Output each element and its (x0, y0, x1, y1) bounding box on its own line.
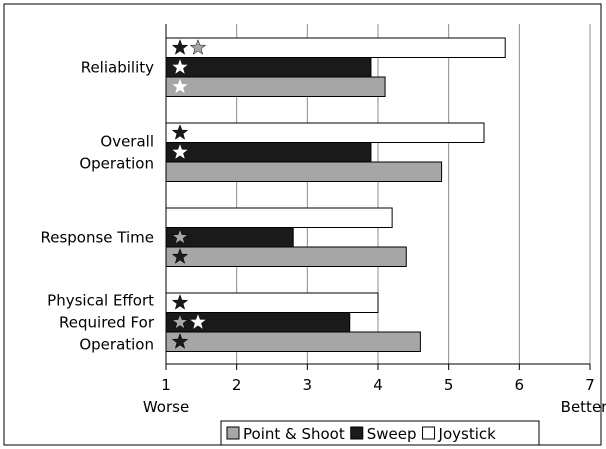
category-label: Overall (100, 132, 154, 150)
star-marker (172, 59, 188, 74)
star-marker (189, 39, 207, 55)
x-tick-label: 5 (444, 376, 454, 394)
star-marker (172, 78, 188, 94)
bar (165, 142, 372, 163)
bar (165, 122, 485, 143)
x-tick-label: 7 (585, 376, 595, 394)
legend-box (220, 420, 540, 446)
bar (165, 207, 393, 228)
star-marker (172, 144, 188, 159)
star-marker (171, 124, 189, 140)
star-marker (171, 39, 189, 55)
bar (165, 161, 443, 182)
category-label: Reliability (81, 58, 154, 76)
bar (165, 57, 372, 78)
bar (165, 227, 294, 248)
x-end-label-better: Better (561, 398, 606, 416)
category-label: Response Time (40, 228, 154, 246)
x-tick-label: 2 (232, 376, 242, 394)
x-tick-label: 3 (303, 376, 313, 394)
bar (165, 246, 407, 267)
category-label: Physical Effort (47, 291, 154, 309)
star-marker (171, 228, 189, 245)
star-marker (171, 333, 189, 349)
bar (165, 37, 506, 58)
x-end-label-worse: Worse (143, 398, 189, 416)
category-label: Operation (79, 335, 154, 353)
star-marker (190, 314, 206, 329)
legend-label: Joystick (438, 425, 497, 443)
star-marker (171, 294, 189, 310)
bar (165, 292, 379, 313)
x-tick-label: 4 (373, 376, 383, 394)
x-tick-label: 6 (515, 376, 525, 394)
legend-swatch (226, 426, 240, 440)
bar (165, 76, 386, 97)
x-tick-label: 1 (161, 376, 171, 394)
legend-label: Point & Shoot (243, 425, 345, 443)
legend-swatch (350, 426, 364, 440)
category-label: Operation (79, 154, 154, 172)
legend: Point & Shoot Sweep Joystick (220, 420, 540, 446)
star-marker (171, 248, 189, 264)
legend-label: Sweep (367, 425, 417, 443)
legend-swatch (422, 426, 436, 440)
plot-area: 1 2 3 4 5 6 7 Worse Better Reliability Overall Oper… (40, 24, 606, 416)
category-label: Required For (59, 313, 155, 331)
star-marker (171, 313, 189, 330)
bar (165, 331, 421, 352)
